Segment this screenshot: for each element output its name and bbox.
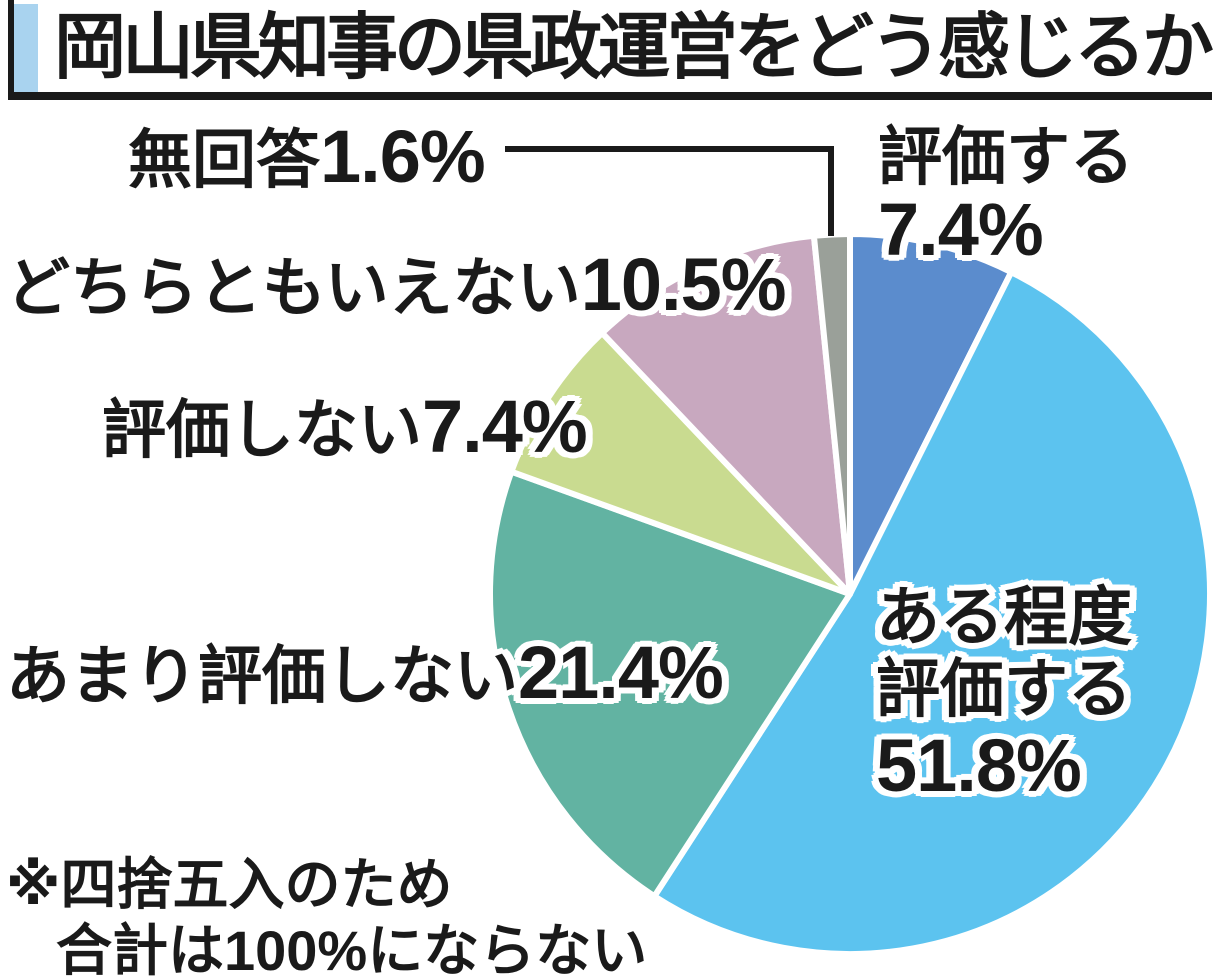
label-somewhat-approve: ある程度 評価する 51.8%: [876, 581, 1132, 808]
label-somewhat-approve-text-line1: ある程度: [876, 581, 1132, 653]
label-not-really-approve-text: あまり評価しない: [6, 640, 518, 712]
label-somewhat-approve-text-line2: 評価する: [876, 652, 1132, 725]
page-title: 岡山県知事の県政運営をどう感じるか: [54, 8, 1214, 88]
header-left-rule: [8, 0, 14, 100]
footnote-line1: ※四捨五入のため: [6, 853, 453, 916]
label-no-answer-value: 1.6%: [320, 115, 486, 198]
footnote-line2: 合計は100%にならない: [56, 919, 648, 976]
label-approve: 評価する 7.4%: [878, 121, 1134, 272]
label-neither: どちらともいえない10.5%: [6, 243, 787, 326]
label-approve-text: 評価する: [878, 121, 1134, 193]
leader-line-vertical: [828, 146, 834, 236]
slice-not-really-approve: [486, 468, 853, 900]
slice-disapprove: [508, 329, 853, 597]
label-somewhat-approve-value: 51.8%: [876, 724, 1082, 808]
slice-neither: [599, 232, 853, 597]
leader-line-horizontal: [505, 146, 831, 152]
label-neither-text: どちらともいえない: [6, 252, 581, 324]
label-disapprove: 評価しない7.4%: [102, 385, 588, 468]
header-accent-bar: [14, 4, 38, 92]
label-neither-value: 10.5%: [580, 243, 787, 326]
header-underline: [8, 92, 1212, 100]
label-no-answer: 無回答1.6%: [128, 115, 486, 198]
label-not-really-approve-value: 21.4%: [518, 631, 724, 714]
label-approve-value: 7.4%: [878, 188, 1044, 272]
label-disapprove-text: 評価しない: [102, 394, 422, 466]
label-no-answer-text: 無回答: [128, 124, 320, 196]
slice-somewhat-approve: [651, 269, 1213, 957]
slice-approve: [847, 231, 1015, 597]
label-disapprove-value: 7.4%: [422, 385, 588, 468]
label-not-really-approve: あまり評価しない21.4%: [6, 631, 724, 714]
